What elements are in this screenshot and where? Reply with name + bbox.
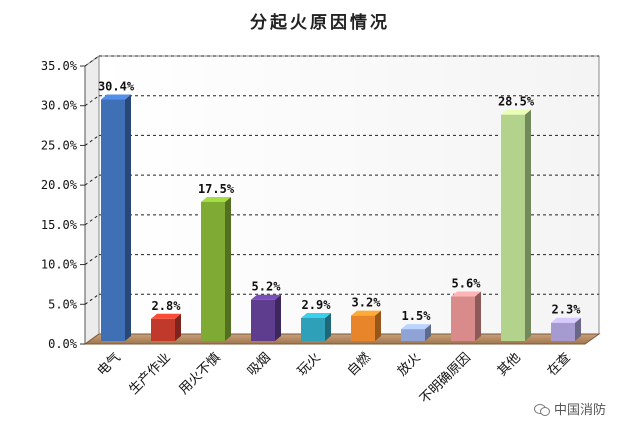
bar-front — [301, 317, 325, 341]
bar-side — [475, 291, 481, 341]
bar-top — [201, 197, 231, 202]
gridline-side — [84, 135, 100, 146]
gridline-side — [84, 55, 100, 67]
bar-top — [101, 94, 131, 100]
x-tick-label: 生产作业 — [126, 350, 173, 397]
bar — [451, 291, 481, 341]
x-tick-label: 玩火 — [295, 350, 324, 379]
bar-side — [325, 312, 331, 341]
bar-side — [175, 313, 181, 341]
x-tick-label: 其他 — [495, 350, 524, 379]
x-tick-label: 在查 — [545, 350, 574, 379]
data-label: 28.5% — [498, 95, 535, 109]
data-label: 5.6% — [452, 277, 482, 291]
bar — [551, 317, 581, 341]
gridline-side — [84, 254, 100, 265]
y-tick-labels: 0.0% 5.0% 10.0% 15.0% 20.0% 25.0% 30.0% 35.0% — [41, 59, 85, 351]
wechat-icon — [534, 402, 550, 416]
bar-side — [575, 317, 581, 341]
bar — [251, 294, 281, 341]
chart-title: 分起火原因情况 — [250, 12, 390, 33]
bar-top — [351, 310, 381, 316]
gridline-side — [84, 214, 100, 226]
data-labels: 30.4% 2.8% 17.5% 5.2% 2.9% 3.2% 1.5% 5.6% 28.5% 2… — [98, 80, 581, 324]
data-label: 17.5% — [198, 182, 235, 196]
bar-top — [501, 109, 531, 115]
bar-side — [125, 94, 131, 341]
bar-front — [351, 315, 375, 341]
data-label: 3.2% — [352, 296, 382, 310]
bar-top — [251, 294, 281, 300]
data-label: 2.8% — [152, 299, 182, 313]
data-label: 2.9% — [302, 298, 332, 312]
bar-side — [375, 310, 381, 341]
data-label: 30.4% — [98, 80, 135, 94]
x-tick-label: 不明确原因 — [417, 350, 474, 407]
bar-front — [101, 99, 125, 341]
gridline-side — [84, 293, 100, 305]
y-tick-label: 15.0% — [41, 218, 78, 232]
bar-front — [201, 202, 225, 341]
bar-top — [301, 312, 331, 318]
bar-top — [151, 313, 181, 319]
bar — [101, 94, 131, 341]
bar-side — [275, 294, 281, 341]
watermark-text: 中国消防 — [554, 403, 607, 418]
gridline-side — [84, 95, 100, 107]
x-tick-label: 自燃 — [344, 350, 374, 380]
bar — [301, 312, 331, 341]
bar-front — [501, 114, 525, 341]
bar — [351, 310, 381, 341]
bar-front — [251, 299, 275, 341]
x-tick-label: 电气 — [94, 350, 124, 380]
y-tick-label: 10.0% — [41, 258, 78, 272]
y-tick-label: 25.0% — [41, 138, 78, 152]
y-tick-label: 5.0% — [48, 297, 78, 311]
x-tick-label: 吸烟 — [245, 350, 274, 379]
y-tick-label: 0.0% — [48, 337, 78, 351]
data-label: 2.3% — [552, 303, 582, 317]
bar-front — [451, 296, 475, 341]
bar-front — [151, 318, 175, 341]
bars — [101, 94, 581, 341]
bar-side — [525, 109, 531, 341]
bar-side — [425, 324, 431, 341]
y-tick-label: 20.0% — [41, 178, 78, 192]
bar — [151, 313, 181, 341]
bar — [201, 197, 231, 341]
data-label: 5.2% — [252, 280, 282, 294]
bar — [401, 324, 431, 341]
bar-top — [551, 317, 581, 323]
bar-front — [401, 329, 425, 341]
bar-top — [401, 324, 431, 330]
x-tick-label: 放火 — [395, 350, 424, 379]
y-tick-label: 30.0% — [41, 99, 78, 113]
bar-front — [551, 322, 575, 341]
data-label: 1.5% — [402, 309, 432, 323]
x-tick-label: 用火不慎 — [176, 350, 223, 397]
y-tick-label: 35.0% — [41, 59, 78, 73]
bar — [501, 109, 531, 341]
gridline-side — [84, 174, 100, 186]
side-wall — [84, 55, 100, 345]
bar-side — [225, 197, 231, 341]
bar-top — [451, 291, 481, 297]
watermark: 中国消防 — [534, 399, 606, 418]
